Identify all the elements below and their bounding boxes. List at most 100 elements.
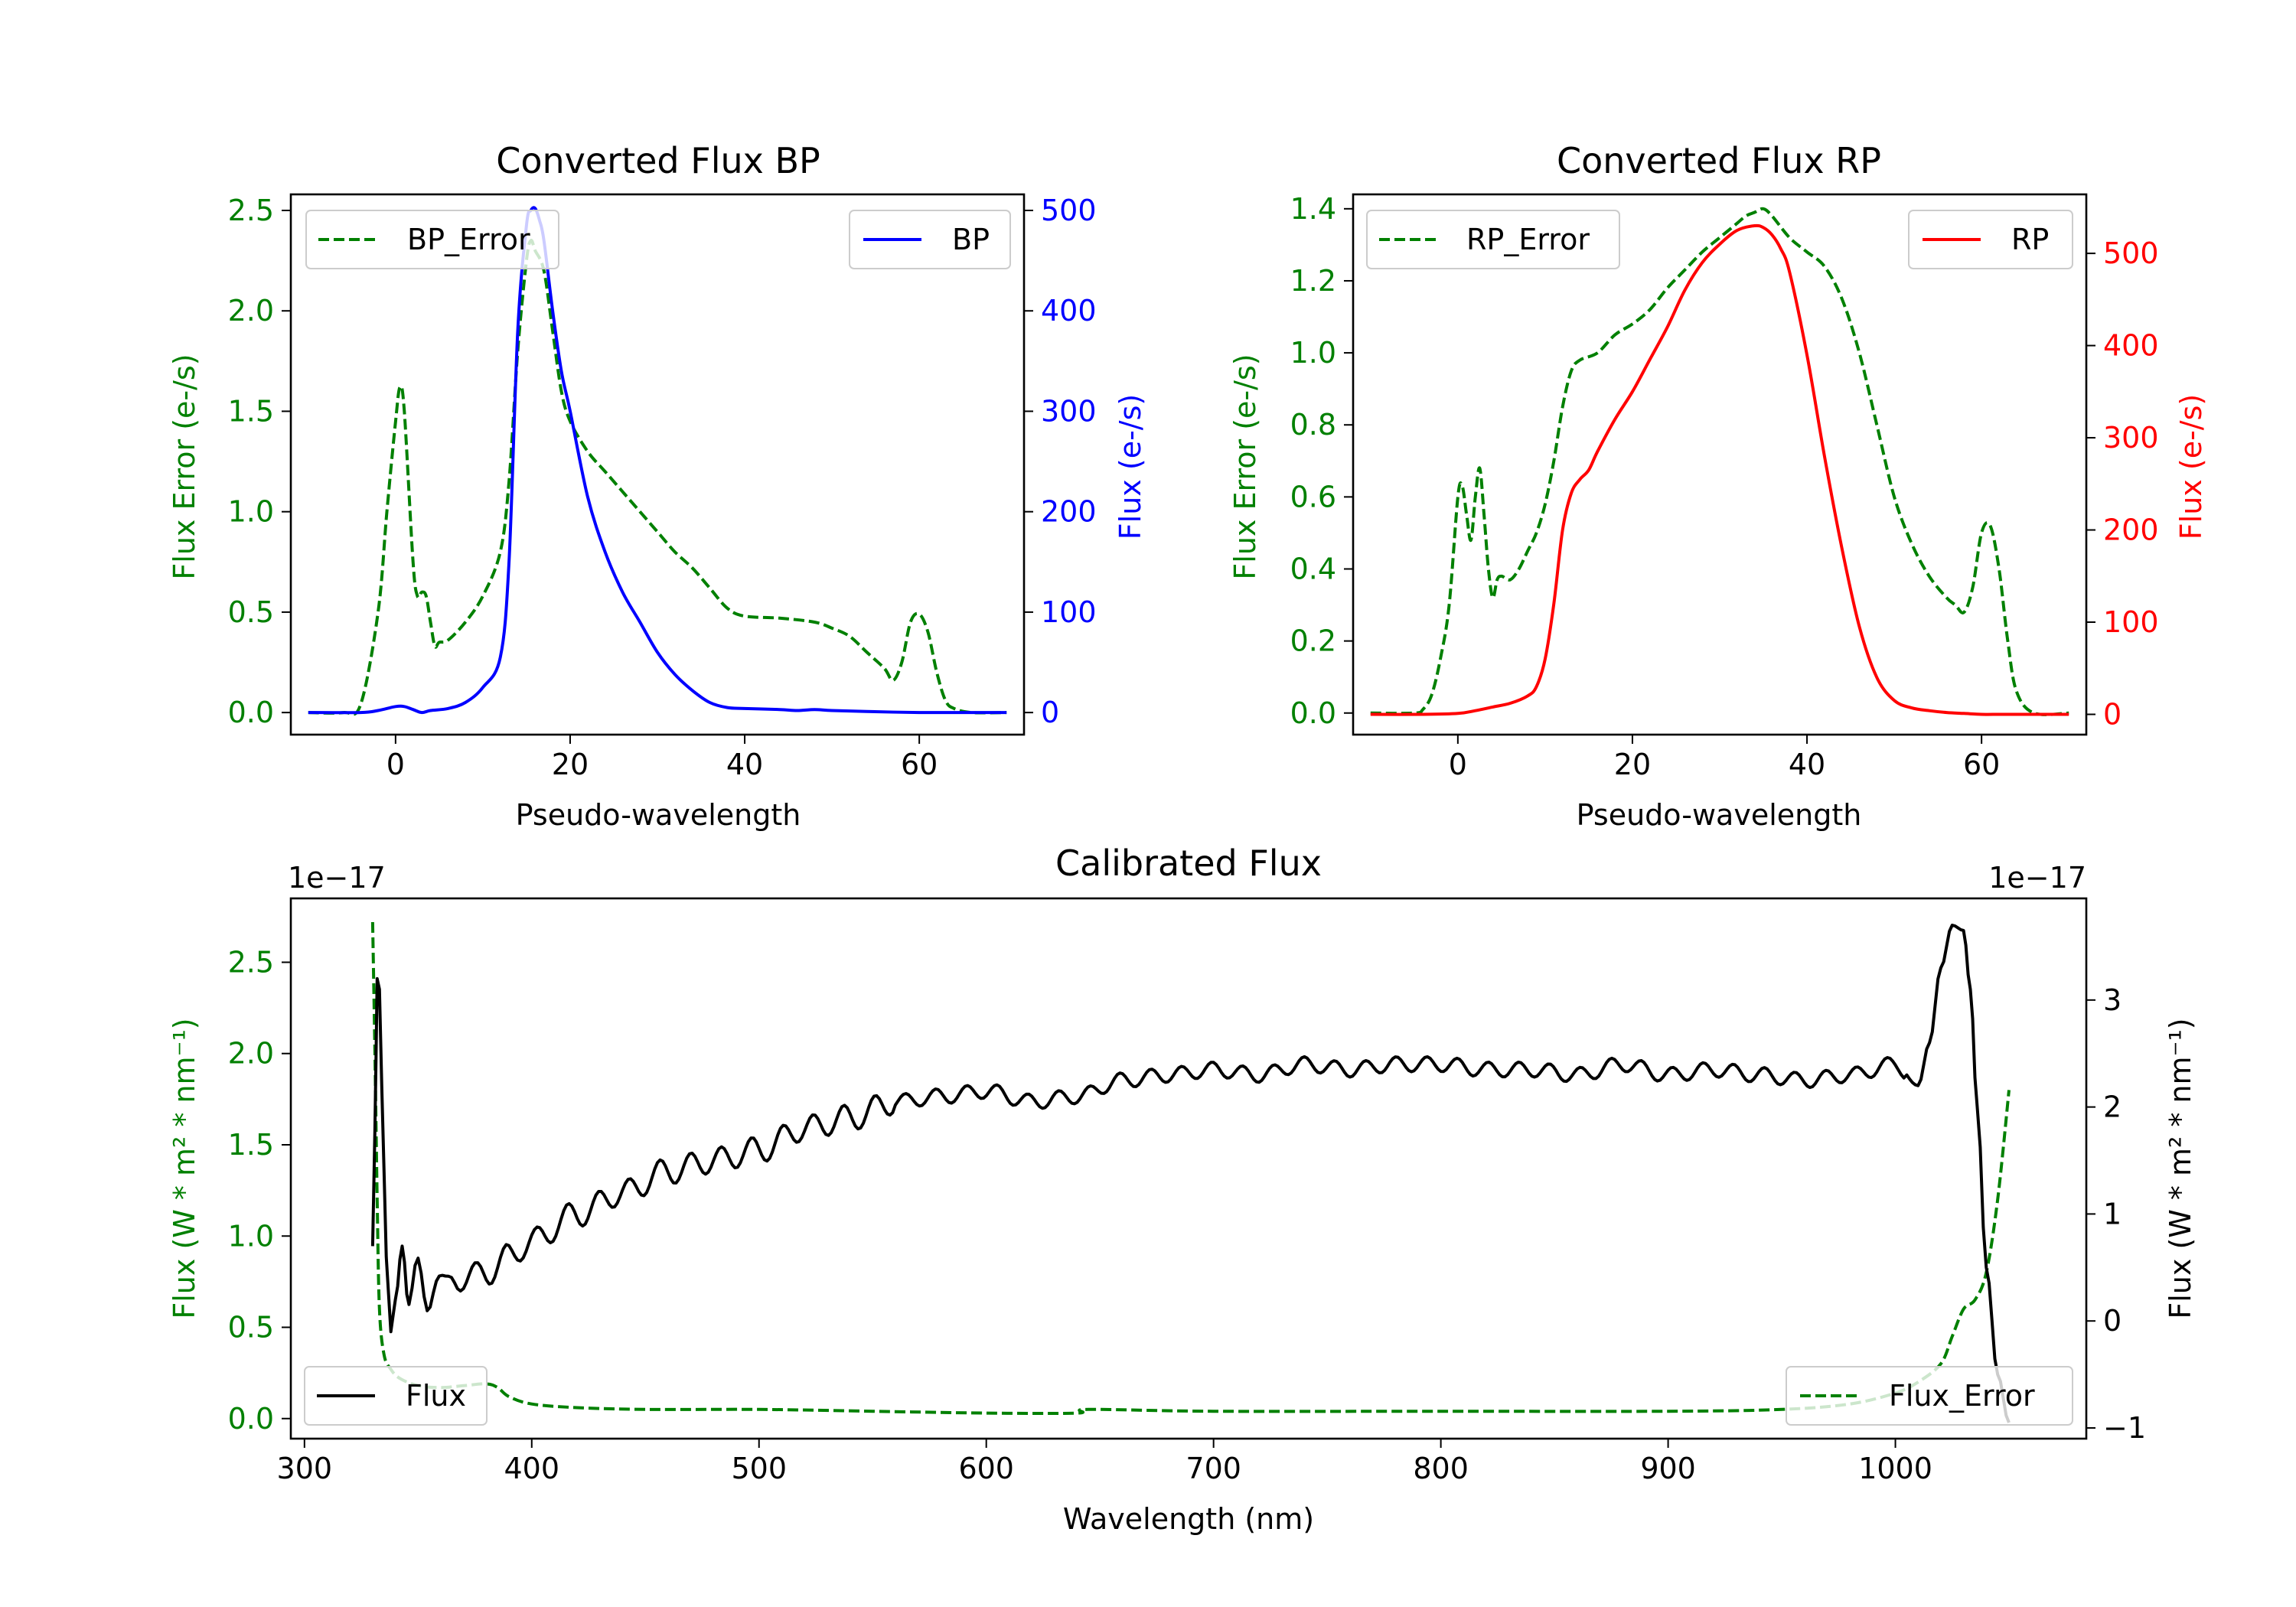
rp-left-tick-label: 1.2 <box>1290 264 1336 298</box>
rp-right-tick-label: 400 <box>2103 329 2159 363</box>
cal-title: Calibrated Flux <box>1055 843 1322 884</box>
bp-right-axis-label: Flux (e-/s) <box>1114 394 1147 539</box>
series-line-flux-error <box>370 921 2011 1416</box>
bp-legend-error-label: BP_Error <box>407 223 530 256</box>
cal-legend-flux: Flux <box>304 1366 488 1426</box>
rp-left-tick-label: 0.2 <box>1290 624 1336 658</box>
bp-left-tick-label: 2.5 <box>228 194 274 227</box>
cal-right-tick-label: 0 <box>2103 1304 2122 1338</box>
rp-x-label: Pseudo-wavelength <box>1577 798 1862 832</box>
cal-right-tick-label: 1 <box>2103 1197 2122 1231</box>
cal-x-tick-label: 700 <box>1186 1452 1241 1485</box>
cal-x-ticks: 300 400 500 600 700 800 900 1000 <box>277 1439 1932 1485</box>
cal-left-tick-label: 1.0 <box>228 1219 274 1253</box>
rp-legend-flux-label: RP <box>2011 223 2049 256</box>
bp-left-tick-label: 1.5 <box>228 394 274 428</box>
bp-legend-error: BP_Error <box>305 210 559 269</box>
bp-right-tick-label: 200 <box>1041 495 1097 529</box>
cal-right-tick-label: 2 <box>2103 1090 2122 1124</box>
bp-plot-area <box>308 206 1007 716</box>
series-line-rp <box>1370 223 2069 716</box>
cal-right-tick-label: 3 <box>2103 983 2122 1017</box>
cal-x-tick-label: 300 <box>277 1452 333 1485</box>
rp-right-tick-label: 500 <box>2103 236 2159 270</box>
cal-left-axis-label: Flux (W * m² * nm⁻¹) <box>168 1018 201 1319</box>
cal-x-tick-label: 500 <box>731 1452 787 1485</box>
cal-left-tick-label: 1.5 <box>228 1128 274 1162</box>
cal-x-tick-label: 900 <box>1640 1452 1696 1485</box>
bp-title: Converted Flux BP <box>496 140 820 181</box>
rp-x-tick-label: 20 <box>1614 748 1651 781</box>
cal-left-tick-label: 0.0 <box>228 1402 274 1436</box>
bp-right-ticks: 0 100 200 300 400 500 <box>1024 194 1097 729</box>
bp-left-axis-label: Flux Error (e-/s) <box>168 354 201 579</box>
rp-legend-error-label: RP_Error <box>1466 223 1590 256</box>
cal-axes-frame <box>289 897 2088 1440</box>
cal-x-tick-label: 1000 <box>1858 1452 1932 1485</box>
bp-x-tick-label: 60 <box>901 748 938 781</box>
bp-right-tick-label: 400 <box>1041 294 1097 328</box>
cal-legend-error-label: Flux_Error <box>1889 1379 2035 1413</box>
cal-legend-error: Flux_Error <box>1786 1366 2073 1426</box>
rp-axes-frame <box>1352 193 2088 736</box>
rp-right-tick-label: 300 <box>2103 421 2159 455</box>
cal-right-tick-label: −1 <box>2103 1411 2146 1445</box>
cal-legend-flux-label: Flux <box>406 1379 466 1413</box>
bp-legend-flux: BP <box>849 210 1011 269</box>
panel-rp: Converted Flux RP 0 20 40 60 0.00.20.40.60.… <box>1228 140 2208 832</box>
rp-x-tick-label: 40 <box>1789 748 1825 781</box>
rp-left-tick-label: 0.8 <box>1290 408 1336 442</box>
rp-right-axis-label: Flux (e-/s) <box>2174 394 2208 539</box>
panel-calibrated: Calibrated Flux 300 400 500 600 700 800 900 100… <box>168 843 2197 1536</box>
bp-left-ticks: 0.0 0.5 1.0 1.5 2.0 2.5 <box>228 194 291 729</box>
cal-x-tick-label: 800 <box>1413 1452 1469 1485</box>
bp-right-tick-label: 0 <box>1041 696 1059 729</box>
cal-left-tick-label: 0.5 <box>228 1311 274 1345</box>
bp-left-tick-label: 1.0 <box>228 495 274 529</box>
bp-x-tick-label: 40 <box>726 748 763 781</box>
cal-left-tick-label: 2.0 <box>228 1037 274 1071</box>
rp-right-tick-label: 100 <box>2103 605 2159 639</box>
rp-right-ticks: 0 100 200 300 400 500 <box>2086 236 2159 731</box>
bp-x-label: Pseudo-wavelength <box>516 798 801 832</box>
cal-plot-area <box>370 921 2011 1423</box>
rp-plot-area <box>1370 207 2069 716</box>
rp-x-tick-label: 0 <box>1449 748 1467 781</box>
rp-left-ticks: 0.0 0.2 0.4 0.6 0.8 1.0 1.2 1.4 <box>1290 192 1353 730</box>
rp-left-tick-label: 0.0 <box>1290 696 1336 730</box>
series-line-bp <box>308 206 1007 715</box>
bp-legend-flux-label: BP <box>952 223 990 256</box>
rp-left-tick-label: 1.4 <box>1290 192 1336 226</box>
rp-x-tick-label: 60 <box>1963 748 2000 781</box>
cal-left-offset-text: 1e−17 <box>288 861 386 895</box>
cal-right-offset-text: 1e−17 <box>1988 861 2086 895</box>
bp-x-tick-label: 20 <box>552 748 589 781</box>
bp-right-tick-label: 500 <box>1041 194 1097 227</box>
series-line-flux <box>370 924 2011 1423</box>
rp-left-tick-label: 0.6 <box>1290 480 1336 513</box>
bp-left-tick-label: 0.0 <box>228 696 274 729</box>
bp-left-tick-label: 2.0 <box>228 294 274 328</box>
bp-left-tick-label: 0.5 <box>228 595 274 629</box>
cal-x-tick-label: 600 <box>958 1452 1014 1485</box>
cal-right-ticks: −1 0 1 2 3 <box>2086 983 2146 1445</box>
cal-left-tick-label: 2.5 <box>228 945 274 979</box>
cal-right-axis-label: Flux (W * m² * nm⁻¹) <box>2164 1018 2197 1319</box>
bp-x-tick-label: 0 <box>386 748 405 781</box>
rp-right-tick-label: 0 <box>2103 697 2122 731</box>
bp-x-ticks: 0 20 40 60 <box>386 735 938 781</box>
rp-left-tick-label: 1.0 <box>1290 336 1336 370</box>
rp-legend-flux: RP <box>1908 210 2073 269</box>
cal-left-ticks: 0.0 0.5 1.0 1.5 2.0 2.5 <box>228 945 291 1436</box>
rp-left-tick-label: 0.4 <box>1290 552 1336 585</box>
series-line-bp-error <box>308 239 1007 716</box>
rp-left-axis-label: Flux Error (e-/s) <box>1228 354 1262 579</box>
panel-bp: Converted Flux BP 0 20 40 60 0.0 0.5 1.0 1.5 2.… <box>168 140 1147 832</box>
bp-right-tick-label: 100 <box>1041 595 1097 629</box>
rp-right-tick-label: 200 <box>2103 513 2159 547</box>
series-line-rp-error <box>1370 207 2069 716</box>
rp-title: Converted Flux RP <box>1557 140 1881 181</box>
rp-legend-error: RP_Error <box>1366 210 1620 269</box>
bp-axes-frame <box>289 193 1026 736</box>
